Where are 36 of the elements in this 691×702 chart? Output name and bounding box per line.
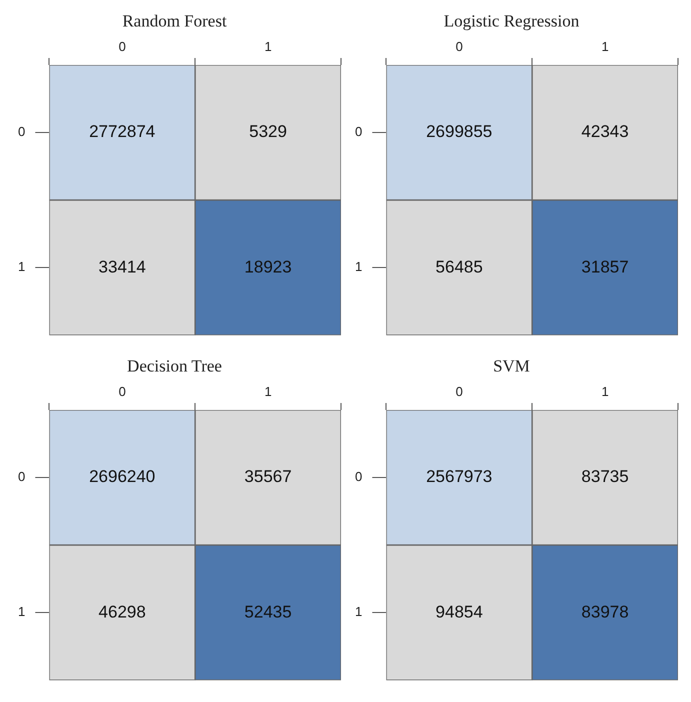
x-tick-label: 0 [456,38,463,54]
x-tick-label: 0 [118,384,126,399]
data-label: 52435 [244,602,292,622]
data-label: 94854 [436,602,483,622]
data-label: 42343 [581,122,629,142]
x-tick-label: 1 [601,38,609,54]
x-tick-label: 1 [601,384,609,399]
chart-title: Decision Tree [127,356,222,376]
data-label: 2699855 [426,122,492,142]
x-tick-label: 1 [264,38,272,54]
x-tick-label: 1 [264,384,272,399]
data-label: 33414 [98,257,146,276]
data-label: 18923 [244,257,292,276]
y-tick-label: 0 [354,469,362,484]
y-tick-label: 0 [354,124,362,140]
chart-title: Random Forest [122,12,227,31]
x-tick-label: 0 [118,38,126,54]
y-tick-label: 1 [18,604,26,620]
y-tick-label: 1 [18,259,26,274]
data-label: 31857 [581,257,629,276]
data-label: 2696240 [89,467,156,486]
data-label: 5329 [249,122,287,142]
chart-title: SVM [493,356,530,376]
data-label: 46298 [98,602,146,622]
data-label: 35567 [244,467,292,486]
data-label: 2772874 [89,122,156,142]
chart-title: Logistic Regression [444,12,580,31]
data-label: 83735 [581,467,629,486]
y-tick-label: 1 [354,259,362,274]
y-tick-label: 1 [354,604,362,620]
y-tick-label: 0 [18,124,26,140]
data-label: 83978 [581,602,629,622]
x-tick-label: 0 [456,384,463,399]
data-label: 56485 [436,257,483,276]
data-label: 2567973 [426,467,492,486]
y-tick-label: 0 [18,469,26,484]
